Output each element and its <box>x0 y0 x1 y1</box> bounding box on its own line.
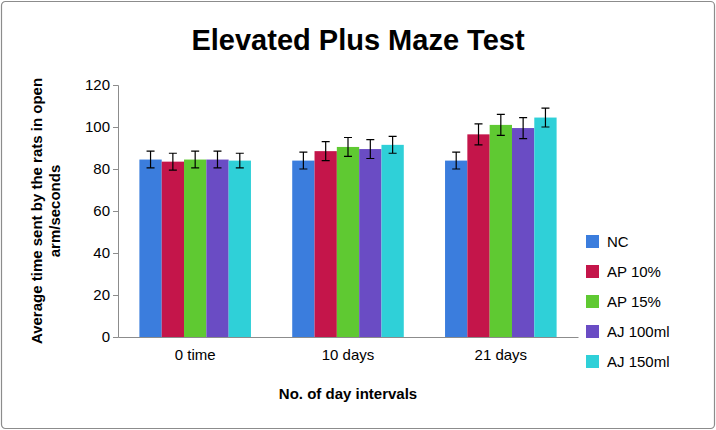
y-tick: 80 <box>93 160 118 177</box>
x-tick: 0 time <box>175 337 216 363</box>
plot: 0 20 40 60 80 100 120 0 time 10 days 21 days <box>85 76 579 362</box>
legend-swatch <box>586 295 599 308</box>
x-tick-label: 21 days <box>475 346 528 363</box>
legend-label: AP 15% <box>607 293 661 310</box>
title: Elevated Plus Maze Test <box>191 24 524 56</box>
error-bar <box>322 142 330 161</box>
x-tick: 21 days <box>475 337 528 363</box>
y-tick-mark <box>113 127 118 128</box>
y-tick: 0 <box>102 328 118 345</box>
legend-swatch <box>586 265 599 278</box>
legend-swatch <box>586 325 599 338</box>
y-tick-mark <box>113 211 118 212</box>
series <box>162 124 490 337</box>
bar <box>337 147 359 337</box>
legend-item: AJ 100ml <box>586 323 670 340</box>
y-tick-label: 100 <box>85 118 110 135</box>
error-bar <box>519 118 527 139</box>
y-tick: 100 <box>85 118 118 135</box>
bar <box>445 161 467 337</box>
error-bar <box>452 152 460 169</box>
y-tick-mark <box>113 169 118 170</box>
y-tick-label: 20 <box>93 286 110 303</box>
y-axis-title-line: arm/seconds <box>46 165 63 258</box>
bar <box>381 145 403 337</box>
bar <box>139 160 161 337</box>
y-tick: 120 <box>85 76 118 93</box>
legend-item: AJ 150ml <box>586 353 670 370</box>
bar <box>315 151 337 337</box>
error-bar <box>299 152 307 169</box>
x-axis-line <box>119 337 579 338</box>
error-bar <box>389 136 397 153</box>
y-tick-label: 40 <box>93 244 110 261</box>
error-bar <box>147 151 155 168</box>
error-bar <box>191 151 199 168</box>
legend-swatch <box>586 235 599 248</box>
legend-label: AJ 150ml <box>607 353 670 370</box>
bar <box>162 162 184 337</box>
bar <box>206 160 228 337</box>
marks <box>139 108 556 337</box>
bar <box>534 118 556 337</box>
legend-label: AP 10% <box>607 263 661 280</box>
series <box>139 151 467 337</box>
y-tick-label: 80 <box>93 160 110 177</box>
error-bar <box>236 153 244 168</box>
error-bar <box>213 151 221 168</box>
y-axis-title-line: Average time sent by the rats in open <box>28 78 45 344</box>
error-bar <box>497 114 505 135</box>
x-tick: 10 days <box>322 337 375 363</box>
bar <box>359 149 381 337</box>
legend-label: NC <box>607 233 629 250</box>
series <box>206 118 534 337</box>
error-bar <box>344 138 352 157</box>
y-tick-label: 60 <box>93 202 110 219</box>
y-axis-line <box>113 86 119 338</box>
legend-item: AP 10% <box>586 263 661 280</box>
series <box>184 114 512 337</box>
bar <box>229 161 251 337</box>
bar <box>467 134 489 337</box>
y-tick: 40 <box>93 244 118 261</box>
x-tick-label: 10 days <box>322 346 375 363</box>
bar <box>490 125 512 337</box>
y-tick-mark <box>113 295 118 296</box>
bar <box>512 128 534 337</box>
legend-swatch <box>586 355 599 368</box>
legend-item: AP 15% <box>586 293 661 310</box>
error-bar <box>366 140 374 159</box>
y-tick: 20 <box>93 286 118 303</box>
chart: 0 20 40 60 80 100 120 0 time 10 days 21 days Eleva… <box>0 0 716 430</box>
legend-label: AJ 100ml <box>607 323 670 340</box>
y-axis-title: Average time sent by the rats in openarm… <box>28 78 63 344</box>
series <box>229 108 557 337</box>
y-tick-label: 0 <box>102 328 110 345</box>
chart-frame <box>2 2 715 429</box>
y-tick-label: 120 <box>85 76 110 93</box>
y-tick-mark <box>113 337 118 338</box>
x-axis: 0 time 10 days 21 days <box>119 337 579 363</box>
legend-item: NC <box>586 233 629 250</box>
bar <box>292 161 314 337</box>
y-tick-mark <box>113 85 118 86</box>
y-axis: 0 20 40 60 80 100 120 <box>85 76 119 345</box>
bar <box>184 160 206 337</box>
error-bar <box>169 153 177 170</box>
y-tick: 60 <box>93 202 118 219</box>
error-bar <box>541 108 549 127</box>
error-bar <box>475 124 483 145</box>
legend: NC AP 10% AP 15% AJ 100ml AJ 150ml <box>586 233 670 370</box>
y-tick-mark <box>113 253 118 254</box>
x-axis-title: No. of day intervals <box>279 385 417 402</box>
x-tick-label: 0 time <box>175 346 216 363</box>
